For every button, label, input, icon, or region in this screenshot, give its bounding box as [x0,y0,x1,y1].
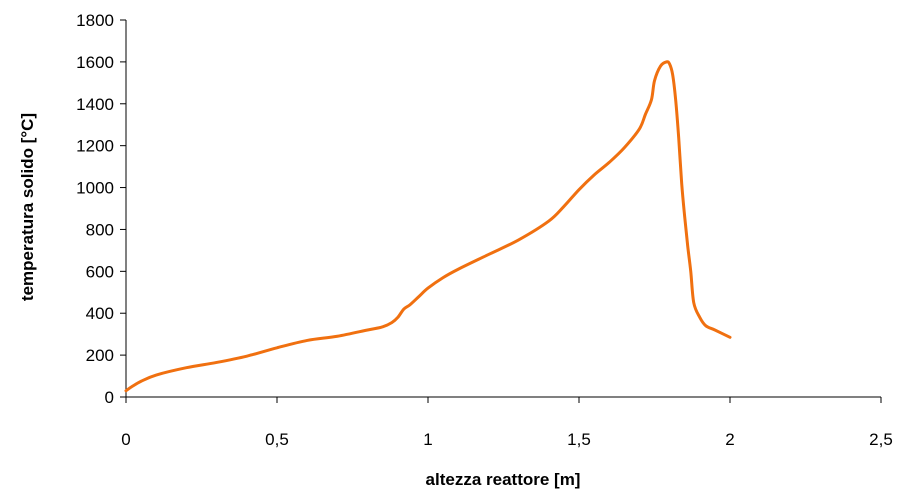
chart-axes [125,20,881,398]
y-tick-label: 1000 [76,179,114,198]
x-tick-label: 0,5 [265,430,289,449]
x-axis-ticks: 0 0,5 1 1,5 2 2,5 [121,397,893,449]
x-tick-label: 2,5 [869,430,893,449]
y-tick-label: 1600 [76,53,114,72]
y-tick-label: 600 [86,262,114,281]
y-tick-label: 800 [86,220,114,239]
y-axis-ticks: 0 200 400 600 800 1000 1200 1400 1600 1800 [76,11,126,407]
x-tick-label: 2 [725,430,734,449]
y-tick-label: 1400 [76,95,114,114]
x-tick-label: 1 [423,430,432,449]
x-tick-label: 1,5 [567,430,591,449]
y-tick-label: 0 [105,388,114,407]
plot-area [124,60,732,393]
series-line-0 [124,60,732,393]
y-axis-title: temperatura solido [°C] [18,113,37,301]
y-tick-label: 1200 [76,137,114,156]
y-tick-label: 1800 [76,11,114,30]
x-axis-title: altezza reattore [m] [426,470,581,489]
y-tick-label: 200 [86,346,114,365]
x-tick-label: 0 [121,430,130,449]
y-tick-label: 400 [86,304,114,323]
